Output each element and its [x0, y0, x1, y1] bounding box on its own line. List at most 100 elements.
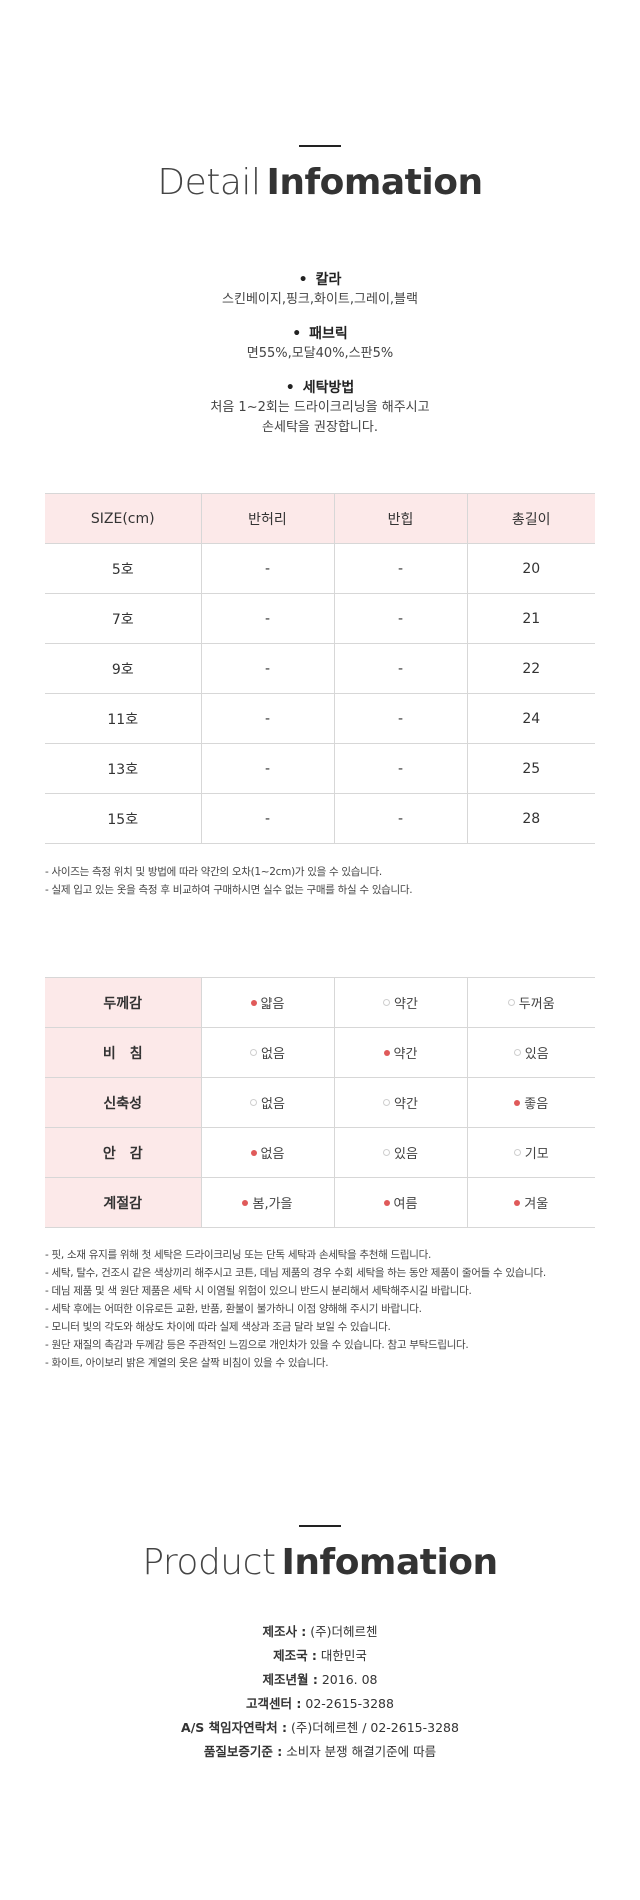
- feel-option: 봄,가을: [242, 1193, 293, 1212]
- feel-option-cell: 있음: [466, 1027, 595, 1078]
- size-row: 15호 - -28: [45, 793, 595, 844]
- size-header-cell: SIZE(cm): [45, 493, 202, 544]
- feel-option-text: 봄,가을: [252, 1197, 293, 1212]
- manufacturer-info-row: A/S 책임자연락처 : (주)더헤르첸 / 02-2615-3288: [0, 1716, 640, 1740]
- unselected-dot-icon: [250, 1049, 258, 1056]
- feel-option: 있음: [383, 1143, 418, 1162]
- size-cell: -: [333, 643, 468, 694]
- size-cell: -: [333, 743, 468, 794]
- feel-option-cell: 기모: [466, 1127, 595, 1178]
- unselected-dot-icon: [513, 1049, 521, 1056]
- spec-value: 스킨베이지,핑크,화이트,그레이,블랙: [222, 292, 418, 307]
- feel-option: 약간: [383, 1093, 418, 1112]
- size-cell: -: [200, 693, 335, 744]
- size-cell: -: [200, 643, 335, 694]
- product-spec-list: • 칼라 스킨베이지,핑크,화이트,그레이,블랙 • 패브릭 면55%,모달40%,스판5…: [0, 270, 640, 452]
- detail-section-header: Detail Infomation: [0, 145, 640, 205]
- care-note-line: - 핏, 소재 유지를 위해 첫 세탁은 드라이크리닝 또는 단독 세탁과 손세…: [45, 1249, 432, 1261]
- size-header-row: SIZE(cm) 반허리 반힙 총길이: [45, 493, 595, 544]
- feel-option-cell: 없음: [200, 1027, 335, 1078]
- product-title-bold: Infomation: [281, 1542, 499, 1583]
- feel-label: 안 감: [45, 1127, 202, 1178]
- product-title-light: Product: [142, 1542, 276, 1583]
- size-cell: -: [333, 593, 468, 644]
- info-key: 제조사 :: [262, 1624, 307, 1639]
- size-cell: 22: [466, 643, 595, 694]
- size-cell: 24: [466, 693, 595, 744]
- product-section-header: Product Infomation: [0, 1525, 640, 1585]
- size-header-cell: 반힙: [333, 493, 468, 544]
- feel-option-cell: 없음: [200, 1077, 335, 1128]
- feel-row: 계절감 봄,가을 여름 겨울: [45, 1177, 595, 1228]
- unselected-dot-icon: [250, 1099, 258, 1106]
- unselected-dot-icon: [513, 1149, 521, 1156]
- unselected-dot-icon: [383, 1099, 391, 1106]
- size-table: SIZE(cm) 반허리 반힙 총길이 5호 - -20 7호 - -21 9호 - -22 11호 - -2…: [45, 493, 595, 844]
- manufacturer-info-row: 제조국 : 대한민국: [0, 1644, 640, 1668]
- feel-option-text: 없음: [261, 1047, 285, 1062]
- info-key: A/S 책임자연락처 :: [181, 1720, 287, 1735]
- size-cell: 15호: [45, 793, 202, 844]
- info-key: 고객센터 :: [246, 1696, 302, 1711]
- size-cell: 28: [466, 793, 595, 844]
- feel-option-text: 기모: [524, 1147, 549, 1162]
- care-note-line: - 원단 재질의 촉감과 두께감 등은 주관적인 느낌으로 개인차가 있을 수 …: [45, 1339, 469, 1351]
- size-cell: -: [333, 543, 468, 594]
- size-note-line: - 사이즈는 측정 위치 및 방법에 따라 약간의 오차(1~2cm)가 있을 …: [45, 866, 382, 878]
- feel-option-cell: 있음: [333, 1127, 468, 1178]
- info-key: 제조국 :: [273, 1648, 317, 1663]
- feel-label: 신축성: [45, 1077, 202, 1128]
- feel-option-text: 얇음: [260, 997, 285, 1012]
- feel-option-text: 있음: [394, 1147, 418, 1162]
- bullet: •: [292, 326, 302, 342]
- detail-title: Detail Infomation: [0, 161, 640, 205]
- size-cell: 21: [466, 593, 595, 644]
- feel-option: 겨울: [514, 1193, 548, 1212]
- detail-title-light: Detail: [157, 162, 261, 203]
- unselected-dot-icon: [383, 999, 391, 1006]
- selected-dot-icon: [514, 1199, 521, 1206]
- size-header-cell: 총길이: [466, 493, 595, 544]
- feel-option-text: 여름: [393, 1197, 418, 1212]
- selected-dot-icon: [250, 1149, 257, 1156]
- size-cell: -: [333, 793, 468, 844]
- fabric-feel-table: 두께감 얇음 약간 두꺼움 비 침 없음 약간 있음 신축성 없음 약간 좋음 안 감 없음 있음 기모 계절감…: [45, 977, 595, 1228]
- feel-row: 안 감 없음 있음 기모: [45, 1127, 595, 1178]
- spec-title: • 세탁방법: [0, 378, 640, 398]
- feel-option-text: 없음: [261, 1097, 285, 1112]
- info-value: (주)더헤르첸 / 02-2615-3288: [287, 1720, 459, 1735]
- feel-option: 없음: [250, 1043, 285, 1062]
- selected-dot-icon: [383, 1049, 390, 1056]
- size-row: 13호 - -25: [45, 743, 595, 794]
- feel-option: 좋음: [514, 1093, 548, 1112]
- feel-option: 여름: [383, 1193, 418, 1212]
- spec-title: • 칼라: [0, 270, 640, 290]
- unselected-dot-icon: [507, 999, 515, 1006]
- unselected-dot-icon: [383, 1149, 391, 1156]
- size-row: 7호 - -21: [45, 593, 595, 644]
- selected-dot-icon: [250, 999, 257, 1006]
- size-cell: 20: [466, 543, 595, 594]
- manufacturer-info-row: 품질보증기준 : 소비자 분쟁 해결기준에 따름: [0, 1740, 640, 1764]
- feel-option-cell: 약간: [333, 977, 468, 1028]
- product-title: Product Infomation: [0, 1541, 640, 1585]
- manufacturer-info: 제조사 : (주)더헤르첸 제조국 : 대한민국 제조년월 : 2016. 08 고객…: [0, 1620, 640, 1764]
- size-header-cell: 반허리: [200, 493, 335, 544]
- spec-title-text: 칼라: [315, 272, 342, 288]
- selected-dot-icon: [514, 1099, 521, 1106]
- feel-option-text: 약간: [394, 997, 418, 1012]
- care-note-line: - 세탁 후에는 어떠한 이유로든 교환, 반품, 환불이 불가하니 이점 양해…: [45, 1303, 422, 1315]
- feel-option: 약간: [383, 993, 418, 1012]
- care-note-line: - 세탁, 탈수, 건조시 같은 색상끼리 해주시고 코튼, 데님 제품의 경우…: [45, 1267, 546, 1279]
- header-divider: [299, 1525, 341, 1527]
- feel-option-cell: 두꺼움: [466, 977, 595, 1028]
- feel-option: 두꺼움: [507, 993, 555, 1012]
- feel-option: 없음: [250, 1143, 284, 1162]
- info-value: (주)더헤르첸: [306, 1624, 378, 1639]
- feel-option-cell: 얇음: [200, 977, 335, 1028]
- size-cell: 25: [466, 743, 595, 794]
- info-value: 02-2615-3288: [301, 1696, 394, 1711]
- spec-value: 처음 1~2회는 드라이크리닝을 해주시고: [210, 400, 430, 415]
